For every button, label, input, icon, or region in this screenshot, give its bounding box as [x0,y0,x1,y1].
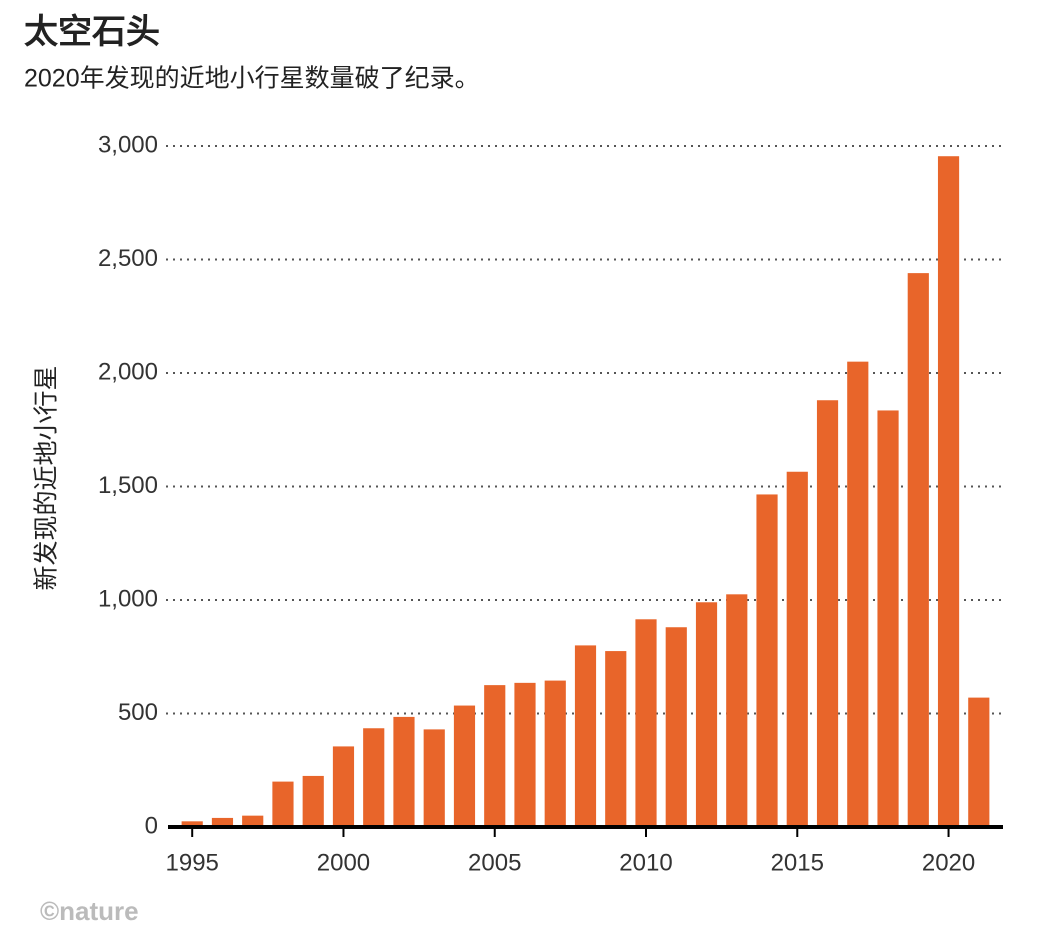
y-tick-label: 2,500 [98,245,158,272]
y-tick-label: 3,000 [98,131,158,158]
bar [968,697,990,827]
source-logo: ©nature [40,896,139,926]
bar [332,746,355,827]
y-tick-label: 500 [118,699,158,726]
bar [937,156,960,828]
bar [514,682,536,827]
bar [605,651,627,827]
chart-subtitle: 2020年发现的近地小行星数量破了纪录。 [24,65,480,93]
y-tick-label: 1,500 [98,472,158,499]
x-tick-label: 2020 [922,849,975,876]
x-tick-label: 2015 [771,849,824,876]
bar [756,494,778,827]
y-axis-label: 新发现的近地小行星 [33,365,61,590]
bar [544,680,566,827]
bar [272,781,294,827]
bar [211,817,234,827]
bar [786,471,808,827]
chart-title: 太空石头 [24,13,160,51]
bar [907,273,929,827]
bar [242,815,264,827]
y-tick-label: 0 [145,812,158,839]
bar [695,602,718,827]
bar [574,645,597,827]
bar [665,627,687,827]
y-tick-label: 1,000 [98,585,158,612]
bar [181,821,203,827]
bar [847,361,869,827]
bar [816,400,839,827]
bar [453,705,476,827]
bar [726,594,748,827]
bar [302,775,324,827]
bar [423,729,445,827]
bar [363,728,385,827]
bar [635,619,657,827]
y-tick-label: 2,000 [98,358,158,385]
x-tick-label: 2000 [317,849,370,876]
x-tick-label: 1995 [166,849,219,876]
bar [877,410,899,827]
x-tick-label: 2010 [619,849,672,876]
x-tick-label: 2005 [468,849,521,876]
bar [393,716,415,827]
bar [484,685,506,827]
